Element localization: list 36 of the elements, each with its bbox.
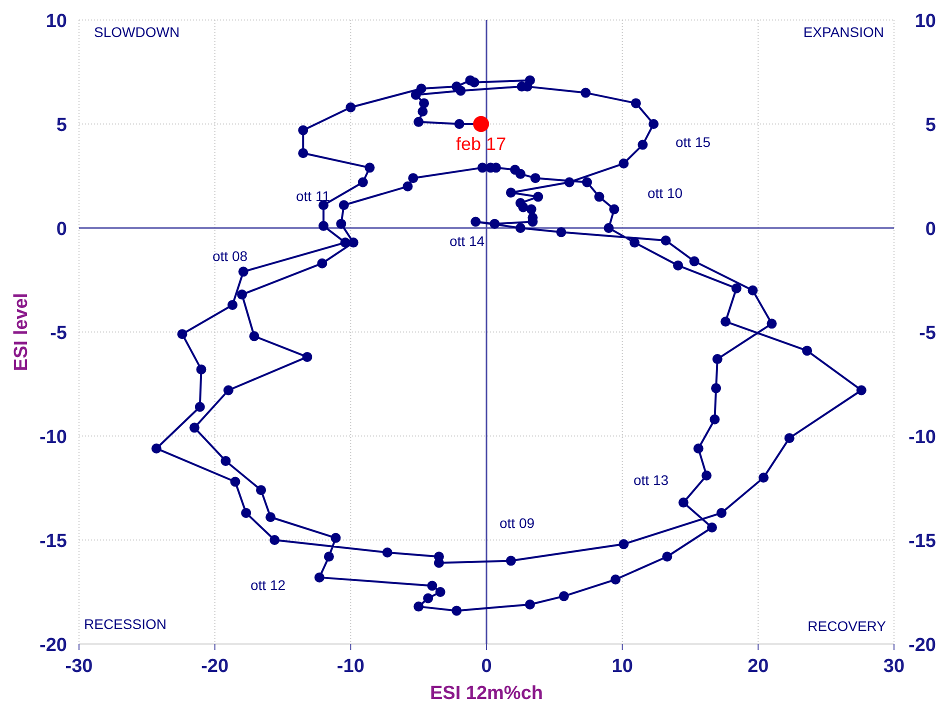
annotation: ott 10 [647, 185, 683, 201]
y2-tick-label: -5 [919, 323, 936, 344]
annotation: RECOVERY [808, 618, 887, 634]
y-tick-label: -5 [50, 323, 68, 344]
y-axis-title: ESI level [11, 292, 32, 372]
x-axis-title: ESI 12m%ch [430, 683, 543, 704]
y2-tick-label: 5 [925, 115, 936, 136]
x-tick-label: 10 [612, 656, 633, 677]
y-tick-label: -15 [40, 531, 68, 552]
x-tick-label: 0 [481, 656, 492, 677]
annotation: ott 14 [449, 233, 485, 249]
y-tick-label: 0 [56, 219, 67, 240]
series-label: feb 17 [456, 134, 506, 154]
x-tick-label: -10 [336, 656, 364, 677]
annotation: ott 15 [675, 134, 711, 150]
x-tick-label: -20 [201, 656, 229, 677]
y2-tick-label: -10 [908, 427, 936, 448]
y2-tick-label: 0 [925, 219, 936, 240]
annotation: ott 09 [499, 515, 535, 531]
annotation: ott 08 [212, 248, 248, 264]
y-tick-label: 5 [56, 115, 68, 136]
annotation: EXPANSION [803, 24, 884, 40]
y-tick-label: 10 [46, 11, 67, 32]
y2-tick-label: -15 [908, 531, 936, 552]
annotation: SLOWDOWN [94, 24, 180, 40]
annotation: ott 11 [296, 188, 330, 204]
annotation: ott 13 [633, 472, 669, 488]
x-tick-label: 20 [748, 656, 769, 677]
annotation: RECESSION [84, 616, 166, 632]
y2-tick-label: -20 [908, 635, 936, 656]
annotation: ott 12 [250, 577, 286, 593]
y-tick-label: -10 [40, 427, 67, 448]
x-tick-label: 30 [883, 656, 905, 677]
y2-tick-label: 10 [914, 11, 936, 32]
x-tick-label: -30 [65, 656, 93, 677]
y-tick-label: -20 [40, 635, 67, 656]
